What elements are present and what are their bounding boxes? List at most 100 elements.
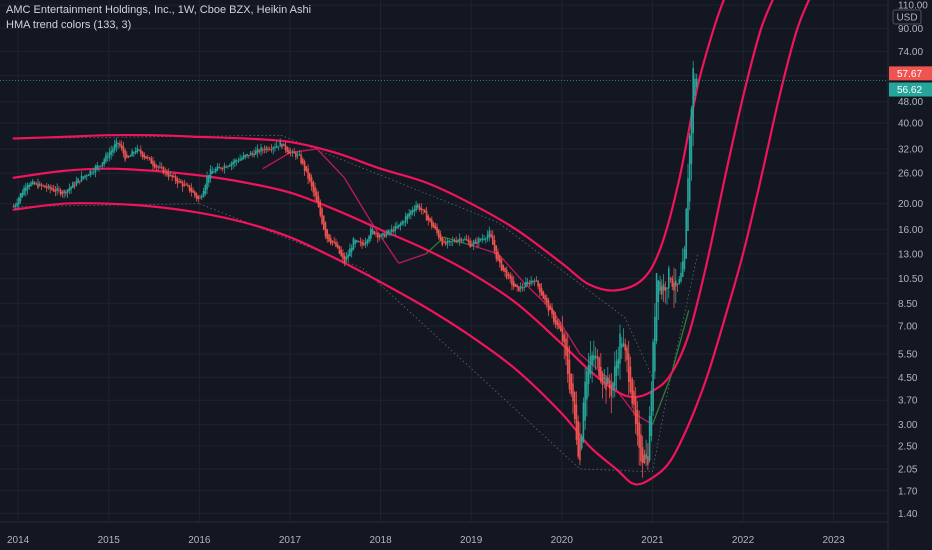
candle-body: [33, 182, 36, 185]
candle-body: [680, 272, 682, 282]
candle-body: [460, 239, 463, 241]
candle-body: [389, 231, 391, 233]
candle-body: [284, 144, 287, 150]
candle-body: [549, 305, 552, 310]
candle-body: [145, 155, 147, 159]
candle-body: [115, 140, 118, 148]
indicator-legend: HMA trend colors (133, 3): [6, 19, 132, 31]
candle-body: [507, 274, 510, 276]
candle-body: [530, 280, 532, 284]
candle-body: [610, 384, 613, 397]
hma-segment: [343, 177, 373, 223]
y-tick-label: 2.50: [898, 441, 918, 452]
candle-body: [380, 234, 383, 237]
candle-body: [420, 207, 423, 211]
candle-body: [479, 239, 482, 241]
candle-body: [471, 243, 473, 247]
candle-body: [119, 143, 121, 146]
candle-body: [539, 283, 541, 293]
y-tick-label: 7.00: [898, 321, 918, 332]
candle-body: [666, 287, 668, 289]
candle-body: [357, 241, 360, 243]
candle-body: [277, 146, 280, 148]
candle-body: [261, 149, 264, 151]
candle-body: [190, 188, 193, 193]
candle-body: [453, 240, 456, 242]
candle-body: [558, 322, 560, 329]
candle-body: [349, 248, 351, 257]
y-tick-label: 26.00: [898, 169, 923, 180]
candle-body: [228, 165, 231, 167]
y-tick-label: 4.50: [898, 373, 918, 384]
candle-body: [561, 328, 564, 342]
candle-body: [378, 235, 381, 238]
candle-body: [474, 240, 477, 244]
candle-body: [472, 242, 475, 246]
candle-body: [300, 154, 302, 164]
candle-body: [77, 178, 79, 184]
upper-channel: [12, 0, 725, 292]
y-tick-label: 90.00: [898, 24, 923, 35]
candle-body: [410, 210, 412, 215]
candle-body: [404, 216, 407, 223]
candle-body: [176, 178, 179, 184]
y-tick-label: 8.50: [898, 299, 918, 310]
candle-body: [263, 149, 266, 151]
candle-body: [491, 235, 494, 245]
trend-dotted-line: [280, 134, 653, 378]
candle-body: [535, 280, 538, 282]
candle-body: [143, 154, 146, 158]
candle-body: [160, 166, 163, 168]
x-tick-label: 2020: [551, 535, 574, 546]
candle-body: [654, 316, 656, 372]
candle-body: [417, 204, 419, 208]
candle-body: [582, 402, 585, 443]
candle-body: [282, 143, 285, 146]
candle-body: [199, 197, 201, 199]
candle-body: [19, 193, 22, 202]
candle-body: [167, 173, 170, 178]
y-tick-label: 5.50: [898, 350, 918, 361]
candle-body: [239, 158, 241, 161]
candle-body: [488, 230, 491, 237]
candle-body: [288, 149, 290, 155]
candle-body: [647, 456, 649, 465]
candle-body: [694, 78, 696, 97]
candle-body: [47, 185, 50, 188]
candle-body: [23, 187, 25, 195]
candle-body: [24, 187, 27, 192]
candle-body: [528, 283, 531, 285]
candle-body: [185, 184, 187, 186]
candle-body: [289, 151, 292, 153]
candle-body: [166, 170, 168, 176]
candle-body: [133, 152, 135, 154]
candle-body: [648, 415, 651, 461]
candle-body: [45, 186, 48, 189]
currency-label: USD: [896, 13, 917, 24]
candle-body: [256, 148, 259, 153]
candle-body: [401, 221, 403, 225]
candle-body: [188, 185, 191, 192]
candle-body: [70, 186, 72, 190]
x-tick-label: 2017: [279, 535, 302, 546]
candle-body: [267, 148, 269, 150]
candle-body: [65, 191, 67, 194]
candle-body: [613, 366, 616, 387]
candle-body: [664, 287, 667, 291]
candle-body: [676, 283, 679, 285]
candle-body: [275, 145, 278, 148]
candle-body: [162, 167, 165, 174]
candle-body: [516, 285, 518, 288]
y-tick-label: 1.70: [898, 486, 918, 497]
candle-body: [458, 238, 461, 241]
candle-body: [371, 229, 374, 234]
price-tag-value: 56.62: [897, 85, 922, 96]
candle-body: [244, 154, 247, 158]
candle-body: [690, 108, 693, 164]
candle-body: [340, 249, 342, 257]
candle-body: [674, 280, 677, 287]
hma-segment: [579, 353, 608, 378]
candle-body: [431, 219, 433, 227]
candle-body: [464, 238, 466, 240]
